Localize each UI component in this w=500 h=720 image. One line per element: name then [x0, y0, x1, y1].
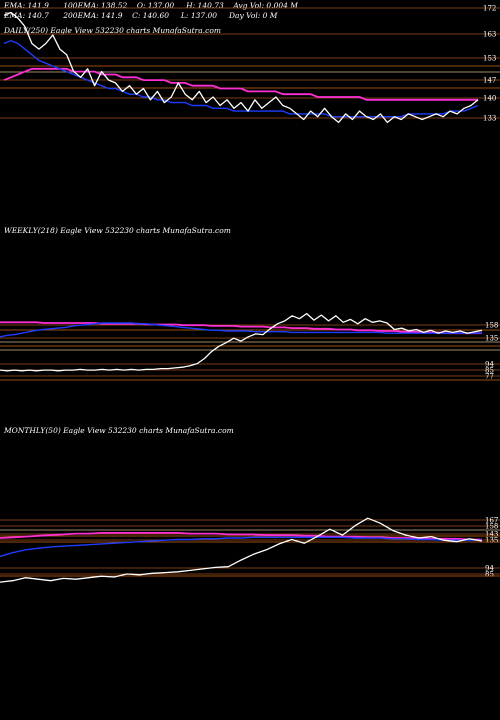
header-avg-vol: Avg Vol: 0.004 M — [233, 1, 298, 10]
level-label: 94 — [485, 565, 494, 573]
header-low: L: 137.00 — [180, 11, 218, 20]
monthly-chart-title: MONTHLY(50) Eagle View 532230 charts Mun… — [4, 426, 234, 435]
level-label: 172 — [483, 5, 496, 13]
price-series-line — [0, 312, 483, 372]
ema-slow-series-line — [0, 321, 482, 335]
header-line-1: EMA: 141.9 100EMA: 138.52 O: 137.00 H: 1… — [4, 1, 298, 10]
header-ema-2: EMA: 140.7 — [4, 11, 49, 20]
header-line-2: EMA: 140.7 200EMA: 141.9 C: 140.60 L: 13… — [4, 11, 277, 20]
header-close: C: 140.60 — [132, 11, 169, 20]
ema-fast-series-line — [0, 536, 482, 558]
level-label: 85 — [485, 571, 494, 579]
level-label: 85 — [485, 367, 494, 375]
header-200ema: 200EMA: 141.9 — [63, 11, 123, 20]
daily-chart-panel: EMA: 141.9 100EMA: 138.52 O: 137.00 H: 1… — [0, 0, 500, 180]
weekly-chart-panel: WEEKLY(218) Eagle View 532230 charts Mun… — [0, 180, 500, 400]
header-ema-1: EMA: 141.9 — [4, 1, 49, 10]
level-label: 163 — [483, 31, 496, 39]
daily-chart-svg: 172 163 153 147 140 133 — [0, 5, 500, 124]
level-label: 158 — [485, 322, 498, 330]
level-label: 140 — [483, 95, 496, 103]
level-label: 143 — [485, 531, 498, 539]
header-high: H: 140.73 — [186, 1, 224, 10]
price-series-line — [3, 11, 479, 124]
level-label: 167 — [485, 517, 498, 525]
level-label: 147 — [483, 77, 496, 85]
header-100ema: 100EMA: 138.52 — [63, 1, 128, 10]
level-label: 135 — [485, 537, 498, 545]
ema-fast-series-line — [3, 39, 479, 118]
header-open: O: 137.00 — [136, 1, 175, 10]
ema-slow-series-line — [3, 67, 478, 101]
daily-chart-title: DAILY(250) Eagle View 532230 charts Muna… — [4, 26, 221, 35]
header-day-vol: Day Vol: 0 M — [228, 11, 278, 20]
level-label: 158 — [485, 523, 498, 531]
ema-fast-series-line — [0, 322, 482, 338]
level-label: 135 — [485, 335, 498, 343]
level-label: 77 — [485, 373, 494, 381]
weekly-chart-title: WEEKLY(218) Eagle View 532230 charts Mun… — [4, 226, 231, 235]
ema-slow-series-line — [0, 531, 482, 541]
price-series-line — [0, 517, 483, 583]
level-label: 133 — [483, 115, 496, 123]
level-label: 94 — [485, 361, 494, 369]
monthly-chart-panel: MONTHLY(50) Eagle View 532230 charts Mun… — [0, 400, 500, 720]
level-label: 153 — [483, 55, 496, 63]
